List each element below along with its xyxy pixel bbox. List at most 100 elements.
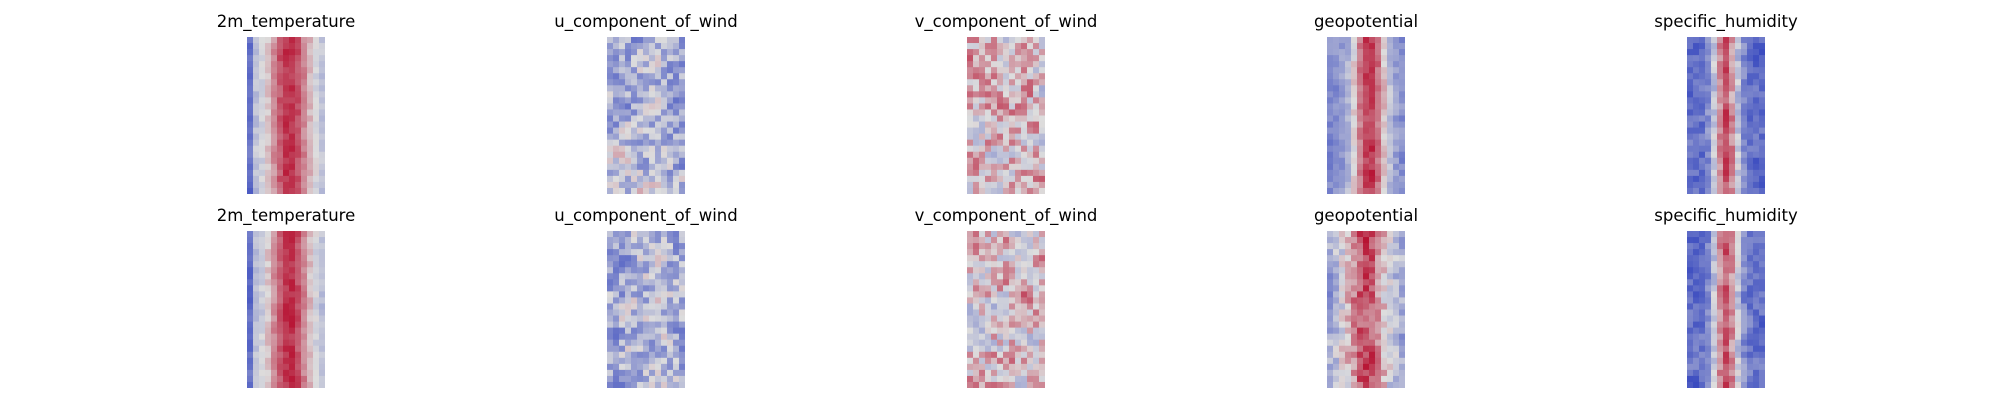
heatmap-cell [997,157,1004,165]
heatmap-cell [259,121,266,128]
heatmap-cell [979,261,986,268]
heatmap-cell [1009,61,1016,68]
heatmap-cell [613,309,620,316]
heatmap-cell [313,285,320,292]
heatmap-cell [1009,103,1016,110]
panel-title: v_component_of_wind [914,12,1098,31]
heatmap-cell [973,279,980,286]
heatmap-cell [1741,55,1748,62]
heatmap-cell [1393,115,1400,122]
heatmap-cell [307,249,314,256]
heatmap-cell [1381,133,1388,141]
heatmap-cell [1033,187,1040,194]
heatmap-cell [1741,249,1748,256]
heatmap-cell [673,237,680,244]
heatmap-cell [997,145,1004,153]
heatmap-cell [613,175,620,183]
heatmap-cell [1387,351,1394,359]
heatmap-cell [1735,43,1742,50]
heatmap-cell [289,237,296,244]
heatmap-cell [1735,175,1742,183]
heatmap-cell [655,309,662,316]
heatmap-cell [253,79,260,86]
heatmap-cell [277,327,284,335]
heatmap-cell [1333,181,1340,189]
heatmap-cell [295,79,302,86]
heatmap-cell [985,369,992,377]
heatmap-cell [1747,145,1754,153]
heatmap-cell [1693,181,1700,189]
heatmap-cell [283,285,290,292]
heatmap-cell [253,297,260,304]
heatmap-cell [637,327,644,335]
heatmap-cell [1735,67,1742,74]
heatmap-cell [1009,91,1016,98]
heatmap-cell [967,109,974,116]
heatmap-cell [271,249,278,256]
heatmap-cell [1345,279,1352,286]
heatmap-cell [283,133,290,141]
heatmap-cell [637,363,644,371]
heatmap-cell [1363,163,1370,171]
heatmap-cell [295,249,302,256]
heatmap-cell [637,187,644,194]
heatmap-cell [1735,303,1742,310]
heatmap-cell [1705,139,1712,147]
heatmap-cell [1381,381,1388,388]
heatmap-cell [1729,163,1736,171]
heatmap-cell [283,67,290,74]
heatmap-cell [1399,285,1405,292]
heatmap-cell [1369,109,1376,116]
heatmap-cell [271,127,278,135]
heatmap-cell [1693,49,1700,56]
heatmap-cell [1759,309,1765,316]
heatmap-cell [1693,255,1700,262]
heatmap-cell [967,375,974,383]
heatmap-cell [1003,363,1010,371]
heatmap-cell [1027,315,1034,322]
heatmap-cell [1393,49,1400,56]
heatmap-cell [649,381,656,388]
heatmap-cell [313,91,320,98]
heatmap-cell [1333,187,1340,194]
heatmap-cell [997,297,1004,304]
heatmap-cell [1363,273,1370,280]
heatmap-cell [301,157,308,165]
heatmap-cell [1699,49,1706,56]
heatmap-cell [667,49,674,56]
heatmap-cell [1009,115,1016,122]
heatmap-cell [289,85,296,92]
heatmap-cell [1393,121,1400,128]
heatmap-cell [679,79,685,86]
heatmap-cell [625,145,632,153]
heatmap-cell [631,321,638,329]
heatmap-cell [619,327,626,335]
heatmap-cell [1705,327,1712,335]
heatmap-cell [1375,55,1382,62]
heatmap-cell [1357,91,1364,98]
heatmap-cell [1369,115,1376,122]
heatmap-cell [1327,91,1334,98]
heatmap-cell [307,121,314,128]
heatmap-cell [265,139,272,147]
heatmap-cell [1375,363,1382,371]
heatmap-cell [1393,109,1400,116]
heatmap-cell [1339,97,1346,104]
heatmap-cell [1351,97,1358,104]
heatmap-cell [253,237,260,244]
heatmap-cell [607,381,614,388]
heatmap-cell [295,357,302,365]
heatmap-cell [1027,187,1034,194]
heatmap-cell [985,345,992,353]
heatmap-cell [1033,163,1040,171]
heatmap-cell [1027,97,1034,104]
heatmap-cell [319,345,325,353]
heatmap-cell [1357,249,1364,256]
heatmap-cell [1357,315,1364,322]
heatmap-cell [667,163,674,171]
heatmap-cell [673,175,680,183]
heatmap-cell [1687,279,1694,286]
heatmap-cell [1015,339,1022,347]
heatmap-cell [997,363,1004,371]
heatmap-cell [319,169,325,177]
